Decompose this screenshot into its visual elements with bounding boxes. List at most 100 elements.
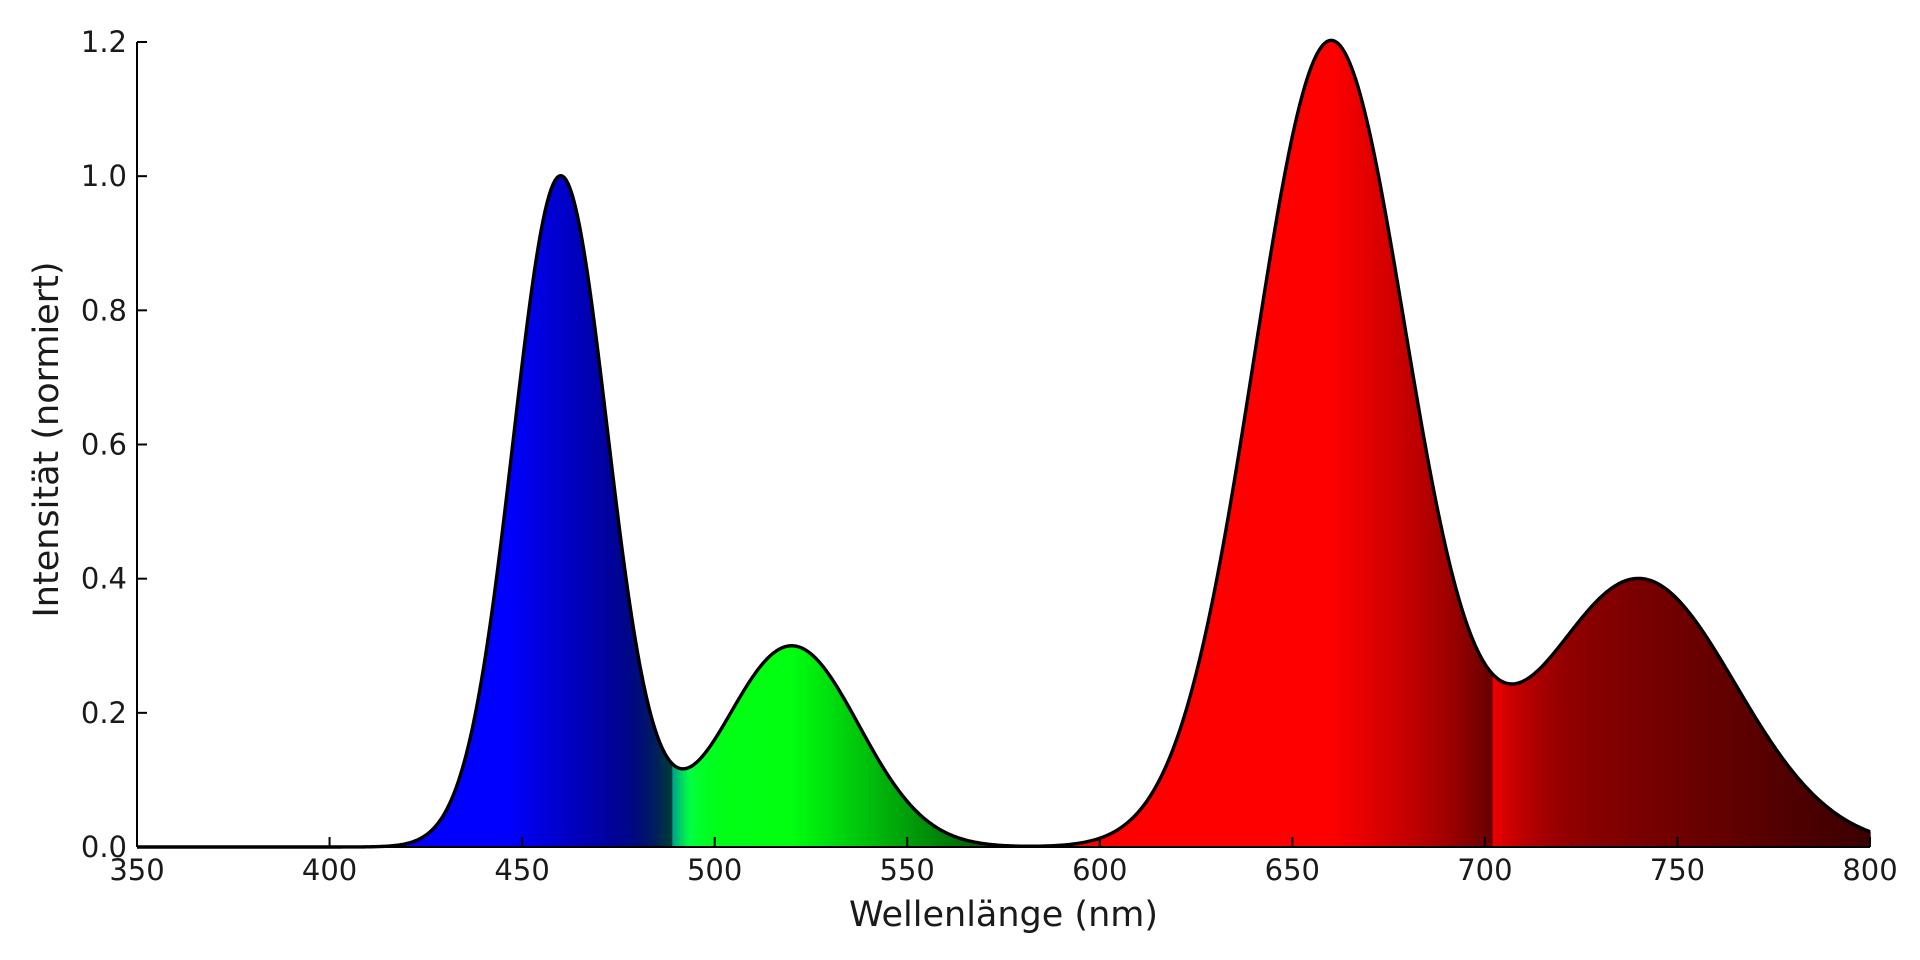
- spectrum-fill-strip: [1442, 537, 1446, 847]
- spectrum-fill-strip: [606, 433, 610, 847]
- spectrum-fill-strip: [1190, 692, 1193, 847]
- spectrum-fill-strip: [1128, 820, 1132, 847]
- spectrum-fill-strip: [895, 787, 899, 847]
- spectrum-fill-strip: [1631, 578, 1634, 847]
- spectrum-fill-strip: [1446, 554, 1450, 847]
- spectrum-fill-strip: [1400, 304, 1403, 847]
- spectrum-fill-strip: [602, 401, 606, 847]
- spectrum-fill-strip: [599, 369, 602, 847]
- spectrum-fill-strip: [916, 812, 920, 847]
- spectrum-fill-strip: [433, 827, 437, 847]
- spectrum-fill-strip: [1305, 79, 1309, 848]
- spectrum-fill-strip: [884, 770, 887, 847]
- spectrum-fill-strip: [1219, 561, 1222, 847]
- spectrum-fill-strip: [1105, 835, 1109, 847]
- spectrum-fill-strip: [857, 723, 860, 847]
- spectrum-fill-strip: [1475, 647, 1478, 847]
- x-ticks: 350 400 450 500 550 600 650 700 750 800: [109, 837, 1898, 887]
- spectrum-fill-strip: [500, 535, 504, 847]
- spectrum-fill-strip: [837, 689, 841, 847]
- spectrum-fill-strip: [1184, 712, 1188, 847]
- spectrum-fill-strip: [483, 661, 487, 847]
- spectrum-fill-strip: [1199, 654, 1203, 847]
- spectrum-fill-strip: [1823, 804, 1827, 847]
- spectrum-fill-strip: [1506, 683, 1509, 847]
- spectrum-fill-strip: [1831, 811, 1835, 847]
- spectrum-fill-strip: [774, 651, 777, 847]
- spectrum-fill-strip: [1240, 438, 1243, 847]
- y-tick-label: 1.0: [81, 159, 127, 193]
- spectrum-fill-strip: [1773, 747, 1777, 847]
- spectrum-fill-strip: [676, 767, 679, 847]
- spectrum-fill-strip: [1544, 662, 1548, 847]
- spectrum-fill-strip: [1076, 843, 1080, 847]
- spectrum-fill-strip: [828, 674, 831, 847]
- x-tick-label: 800: [1842, 853, 1897, 887]
- spectrum-fill-strip: [1629, 579, 1632, 847]
- spectrum-fill-strip: [1444, 546, 1448, 847]
- y-tick-label: 0.6: [81, 428, 127, 462]
- spectrum-fill-strip: [939, 830, 943, 847]
- spectrum-fill-strip: [1205, 628, 1209, 847]
- spectrum-fill-strip: [955, 837, 958, 847]
- spectrum-fill-strip: [768, 656, 772, 847]
- spectrum-fill-strip: [1590, 606, 1594, 847]
- spectrum-fill-strip: [747, 683, 751, 847]
- spectrum-fill-strip: [1654, 582, 1657, 847]
- spectrum-fill-strip: [1319, 48, 1322, 847]
- spectrum-fill-strip: [832, 680, 835, 847]
- spectrum-fill-strip: [1846, 821, 1850, 847]
- spectrum-fill-strip: [1496, 678, 1500, 847]
- spectrum-fill-strip: [1367, 127, 1371, 847]
- spectrum-fill-strip: [1602, 594, 1605, 847]
- spectrum-fill-strip: [1165, 765, 1168, 847]
- spectrum-fill-strip: [529, 296, 533, 847]
- spectrum-fill-strip: [920, 816, 924, 847]
- spectrum-fill-strip: [720, 728, 724, 847]
- spectrum-fill-strip: [1355, 83, 1359, 847]
- spectrum-fill-strip: [425, 834, 429, 847]
- spectrum-fill-strip: [1092, 840, 1095, 847]
- spectrum-fill-strip: [1619, 582, 1623, 847]
- spectrum-fill-strip: [749, 680, 752, 847]
- spectrum-fill-strip: [1819, 801, 1823, 847]
- spectrum-fill-strip: [968, 841, 972, 847]
- spectrum-fill-strip: [556, 176, 560, 847]
- spectrum-fill-strip: [1248, 390, 1251, 847]
- spectrum-fill-strip: [810, 654, 814, 847]
- spectrum-fill-strip: [1800, 782, 1804, 847]
- spectrum-fill-strip: [1373, 154, 1376, 847]
- spectrum-fill-strip: [1423, 439, 1426, 847]
- spectrum-fill-strip: [1789, 768, 1792, 847]
- y-tick-label: 0.8: [81, 293, 127, 327]
- spectrum-fill-strip: [1681, 604, 1684, 847]
- spectrum-fill-strip: [1430, 481, 1434, 847]
- spectrum-fill-strip: [789, 645, 793, 847]
- spectrum-fill-strip: [1340, 47, 1344, 848]
- spectrum-fill-strip: [1866, 830, 1869, 847]
- spectrum-fill-strip: [1527, 678, 1530, 847]
- spectrum-fill-strip: [1415, 395, 1419, 847]
- spectrum-fill-strip: [512, 437, 516, 847]
- spectrum-fill-strip: [552, 182, 556, 847]
- spectrum-fill-strip: [1827, 808, 1831, 847]
- spectrum-fill-strip: [1559, 644, 1563, 847]
- spectrum-fill-strip: [974, 842, 978, 847]
- spectrum-fill-strip: [697, 760, 700, 847]
- spectrum-fill-strip: [635, 647, 639, 847]
- spectrum-fill-strip: [1224, 529, 1228, 847]
- spectrum-fill-strip: [1798, 780, 1802, 847]
- spectrum-fill-strip: [1692, 618, 1696, 847]
- spectrum-fill-strip: [847, 706, 851, 847]
- spectrum-fill-strip: [1652, 581, 1656, 847]
- spectrum-fill-strip: [460, 771, 464, 847]
- spectrum-fill-strip: [1529, 676, 1532, 847]
- x-tick-label: 700: [1457, 853, 1512, 887]
- spectrum-fill-strip: [889, 779, 893, 847]
- spectrum-fill-strip: [926, 821, 930, 847]
- spectrum-fill-strip: [816, 660, 820, 847]
- spectral-fill: [389, 40, 1871, 848]
- spectrum-fill-strip: [961, 839, 964, 847]
- x-axis-title: Wellenlänge (nm): [849, 895, 1158, 935]
